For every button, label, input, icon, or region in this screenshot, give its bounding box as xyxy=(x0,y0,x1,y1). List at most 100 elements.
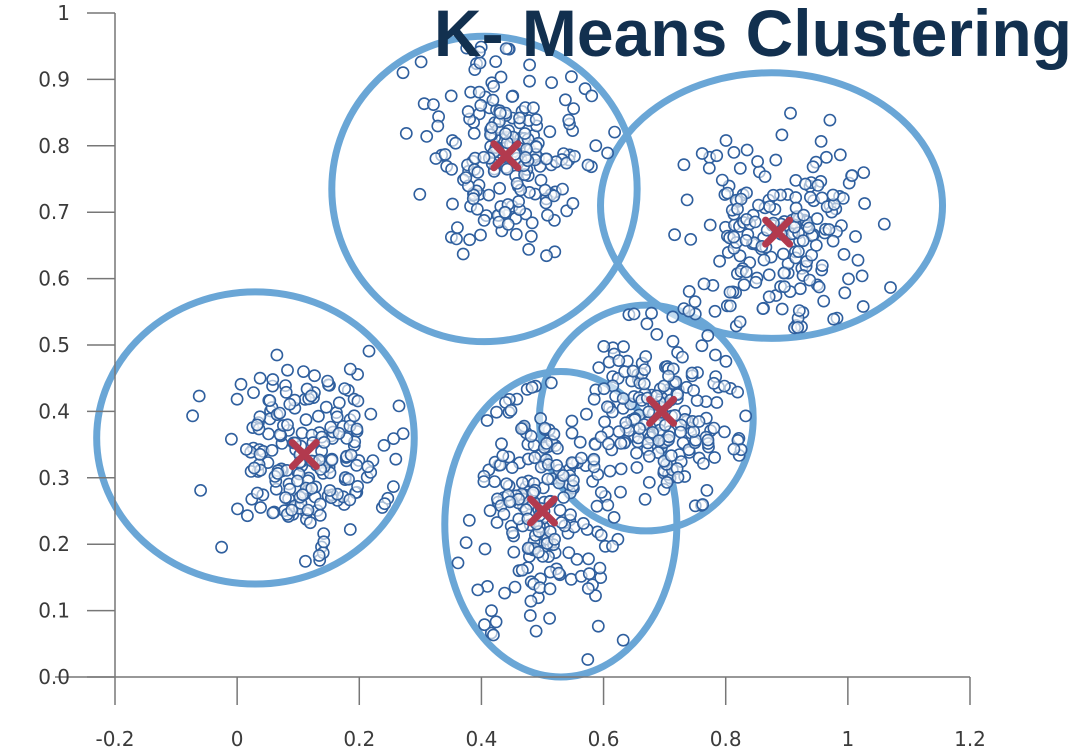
data-point xyxy=(290,474,304,488)
data-point xyxy=(253,371,267,385)
data-point xyxy=(301,503,315,517)
data-point xyxy=(489,55,503,68)
data-point xyxy=(551,441,564,455)
data-point xyxy=(778,280,791,294)
data-point xyxy=(515,422,528,436)
data-point xyxy=(856,300,870,313)
data-point xyxy=(253,447,267,461)
data-point xyxy=(581,158,595,172)
data-point xyxy=(789,201,803,215)
data-point xyxy=(810,212,824,226)
data-point xyxy=(547,427,561,441)
data-point xyxy=(413,187,427,201)
data-point xyxy=(677,158,691,172)
data-point xyxy=(297,365,310,378)
data-point xyxy=(640,317,654,331)
data-point xyxy=(499,127,512,141)
data-point xyxy=(590,499,604,513)
data-point xyxy=(431,119,445,133)
data-point xyxy=(377,438,391,452)
data-point xyxy=(330,410,344,424)
data-point xyxy=(541,472,555,486)
data-point xyxy=(543,582,557,596)
data-point xyxy=(461,105,475,118)
data-point xyxy=(855,269,869,283)
data-point xyxy=(769,153,783,167)
data-point xyxy=(775,302,789,316)
data-point xyxy=(674,425,688,439)
data-point xyxy=(283,397,297,411)
data-point xyxy=(512,195,525,208)
data-point xyxy=(279,491,292,504)
data-point xyxy=(614,436,628,450)
data-point xyxy=(731,202,744,216)
data-point xyxy=(265,443,279,457)
data-point xyxy=(652,434,666,448)
data-point xyxy=(471,165,485,179)
data-point xyxy=(630,446,643,460)
data-point xyxy=(660,475,674,489)
y-tick-label: 0.1 xyxy=(38,599,70,623)
y-tick-label: 0.8 xyxy=(38,134,70,158)
data-point xyxy=(426,98,440,111)
data-point xyxy=(758,170,772,183)
data-point xyxy=(299,413,313,427)
data-point xyxy=(739,265,753,279)
data-point xyxy=(250,418,264,432)
data-point xyxy=(361,460,375,474)
data-point xyxy=(789,191,803,204)
data-point xyxy=(626,364,640,378)
data-point xyxy=(471,583,485,597)
data-point xyxy=(707,421,721,435)
data-point xyxy=(616,392,630,405)
data-point xyxy=(456,247,470,261)
data-point xyxy=(792,304,806,317)
data-point xyxy=(477,475,491,488)
data-point xyxy=(459,536,473,549)
data-point xyxy=(822,223,836,236)
data-point xyxy=(792,245,805,258)
data-point xyxy=(718,379,731,393)
data-point xyxy=(566,196,580,210)
data-point xyxy=(509,227,523,241)
data-point xyxy=(616,633,630,647)
data-point xyxy=(541,208,554,222)
data-point xyxy=(849,230,862,243)
data-point xyxy=(719,354,733,368)
data-point xyxy=(627,307,641,321)
data-point xyxy=(581,653,595,666)
data-point xyxy=(715,173,729,187)
data-point xyxy=(529,113,543,126)
data-point xyxy=(485,604,498,618)
data-point xyxy=(396,66,410,80)
data-point xyxy=(581,582,595,595)
data-point xyxy=(472,45,486,59)
data-point xyxy=(478,542,492,556)
data-point xyxy=(851,253,865,267)
data-point xyxy=(547,189,561,203)
data-point xyxy=(594,528,608,542)
data-point xyxy=(685,366,699,380)
data-point xyxy=(186,409,199,423)
y-tick-label: 0.4 xyxy=(38,399,70,423)
data-point xyxy=(709,348,722,362)
data-point xyxy=(545,76,558,89)
centroid-marker-3 xyxy=(762,216,794,248)
cluster-boundary-1 xyxy=(93,288,418,588)
data-point xyxy=(500,162,514,176)
data-point xyxy=(472,85,486,99)
data-point xyxy=(231,502,244,516)
data-point xyxy=(606,539,619,553)
data-point xyxy=(266,506,280,520)
data-point xyxy=(240,509,254,523)
centroid-marker-4 xyxy=(527,495,558,527)
data-point xyxy=(513,111,526,125)
data-point xyxy=(505,90,519,103)
data-point xyxy=(697,277,711,291)
data-point xyxy=(254,501,267,514)
data-point xyxy=(637,377,651,391)
data-point xyxy=(438,148,452,161)
data-point xyxy=(519,150,532,164)
data-point xyxy=(791,320,805,334)
data-point xyxy=(399,126,413,140)
